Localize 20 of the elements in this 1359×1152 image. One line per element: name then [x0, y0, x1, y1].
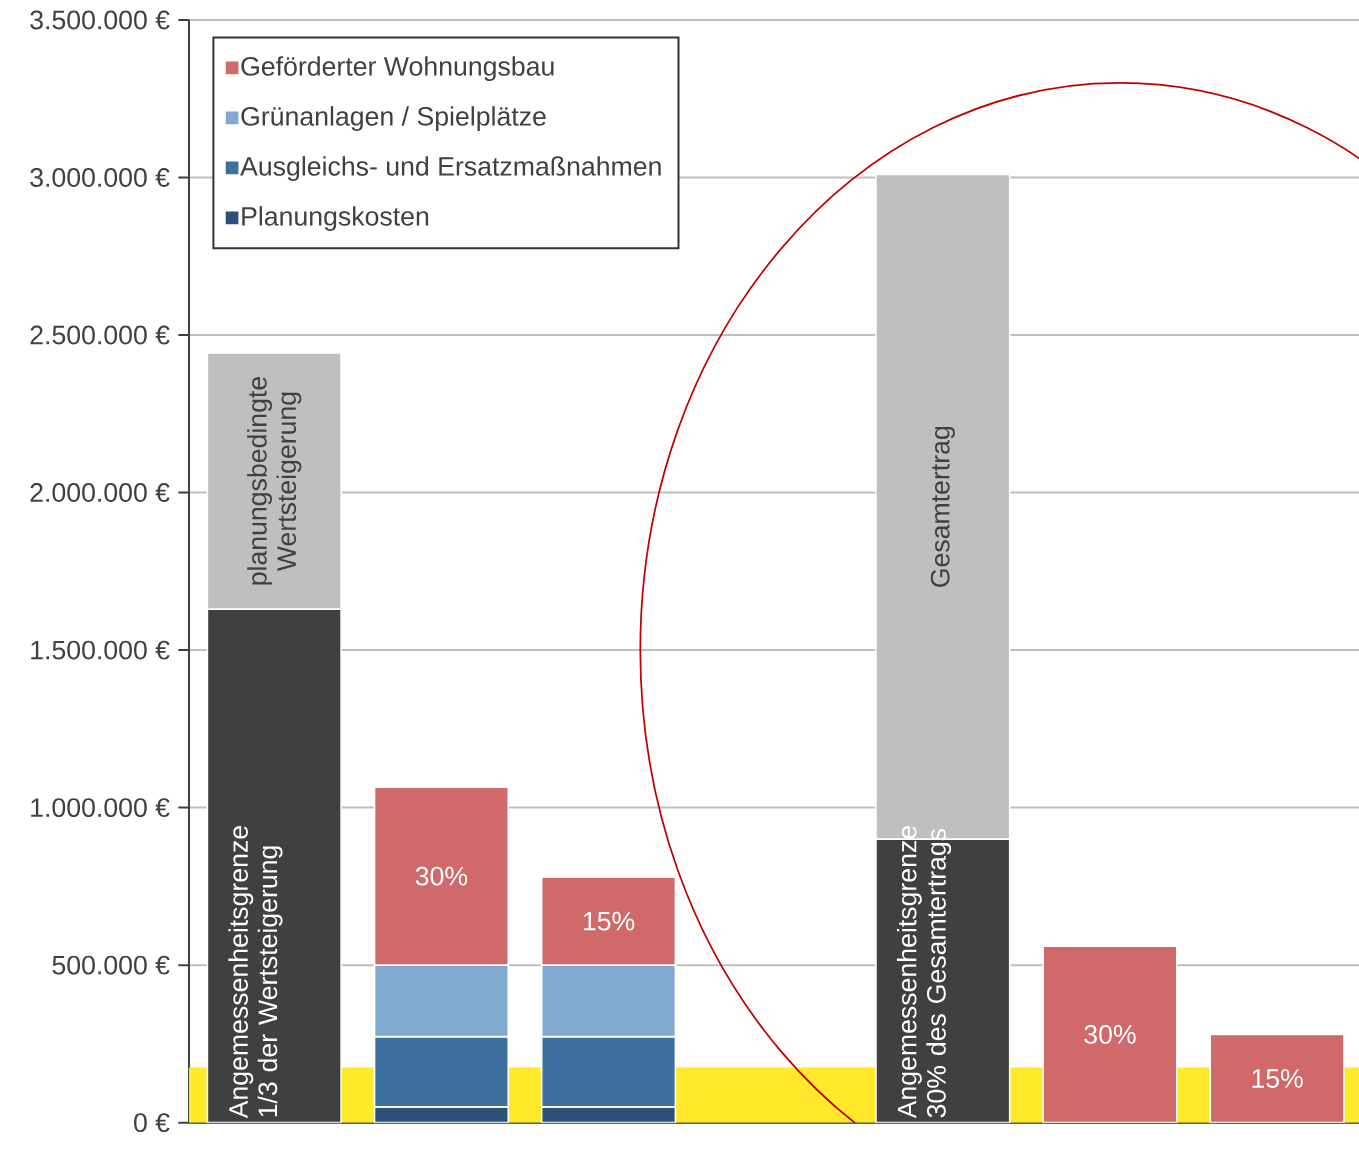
annotation: 30% — [1084, 1025, 1136, 1044]
y-tick-label: 2.500.000 € — [30, 325, 170, 345]
y-tick-label: 500.000 € — [52, 955, 170, 975]
data-label: Angemessenheitsgrenze 1/3 der Wertsteigerung — [228, 826, 283, 1119]
legend-label: Grünanlagen / Spielplätze — [241, 106, 546, 132]
y-tick-label: 1.000.000 € — [31, 798, 170, 818]
annotation: 15% — [1252, 1069, 1303, 1088]
legend-label: Geförderter Wohnungsbau — [241, 56, 554, 82]
y-tick-label: 3.500.000 € — [30, 10, 170, 30]
data-label: planungsbedingte Wertsteigerung — [247, 377, 302, 585]
data-label: Gesamtertrag — [930, 426, 955, 587]
annotation: 30% — [415, 866, 468, 886]
y-tick-label: 1.500.000 € — [31, 640, 170, 660]
y-tick-label: 2.000.000 € — [30, 483, 170, 502]
data-label: Angemessenheitsgrenze 30% des Gesamtertrags — [896, 826, 952, 1119]
annotation: 15% — [583, 911, 635, 931]
y-tick-label: 3.000.000 € — [30, 168, 170, 187]
y-tick-label: 0 € — [134, 1113, 170, 1133]
legend-label: Planungskosten — [242, 206, 429, 232]
legend-label: Ausgleichs- und Ersatzmaßnahmen — [240, 156, 661, 182]
